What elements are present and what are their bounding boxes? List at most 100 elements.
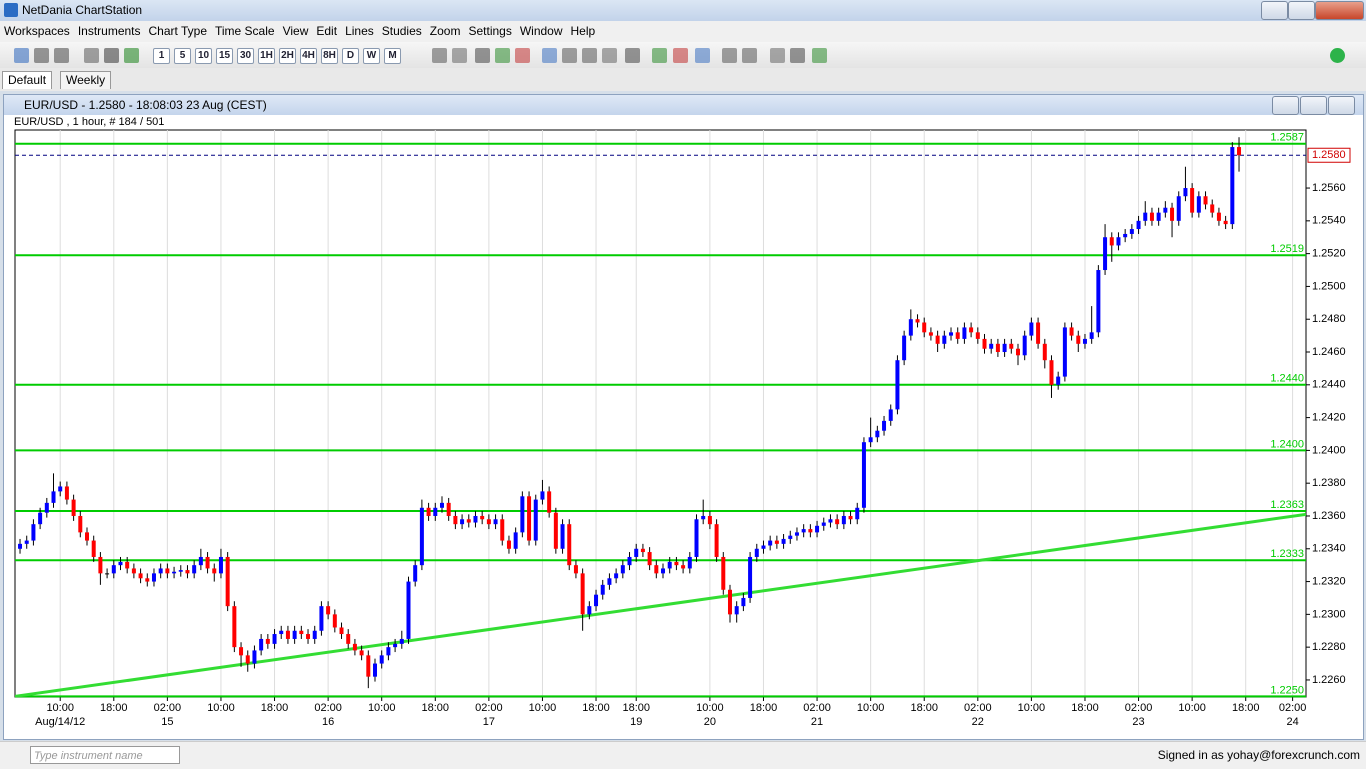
- candle-body: [185, 570, 190, 574]
- menu-item[interactable]: Lines: [345, 24, 374, 38]
- tool-icon[interactable]: [104, 48, 119, 63]
- menu-item[interactable]: Time Scale: [215, 24, 275, 38]
- tool-icon[interactable]: [515, 48, 530, 63]
- period-button[interactable]: 2H: [279, 48, 296, 64]
- menu-item[interactable]: Instruments: [77, 24, 141, 38]
- close-button[interactable]: [1315, 1, 1364, 20]
- candle-body: [1170, 207, 1175, 221]
- tool-icon[interactable]: [722, 48, 737, 63]
- tool-icon[interactable]: [14, 48, 29, 63]
- candle-body: [748, 556, 753, 598]
- period-button[interactable]: D: [342, 48, 359, 64]
- menu-item[interactable]: View: [282, 24, 309, 38]
- menu-item[interactable]: Zoom: [429, 24, 461, 38]
- sign-in-status: Signed in as yohay@forexcrunch.com: [1157, 748, 1360, 762]
- tool-icon[interactable]: [542, 48, 557, 63]
- tool-icon[interactable]: [652, 48, 667, 63]
- period-button[interactable]: 1: [153, 48, 170, 64]
- period-button[interactable]: 4H: [300, 48, 317, 64]
- candle-body: [808, 529, 813, 533]
- candle-body: [855, 507, 860, 520]
- candle-body: [982, 338, 987, 349]
- tool-icon[interactable]: [495, 48, 510, 63]
- candle-body: [942, 335, 947, 344]
- tool-icon[interactable]: [34, 48, 49, 63]
- tool-icon[interactable]: [124, 48, 139, 63]
- date-label: 22: [972, 716, 984, 728]
- tool-icon[interactable]: [602, 48, 617, 63]
- candle-body: [627, 556, 632, 566]
- candle-body: [232, 606, 237, 648]
- instrument-search[interactable]: Type instrument name: [30, 746, 180, 764]
- period-button[interactable]: 10: [195, 48, 212, 64]
- tool-icon[interactable]: [54, 48, 69, 63]
- menu-item[interactable]: Help: [570, 24, 596, 38]
- menu-item[interactable]: Edit: [316, 24, 338, 38]
- workspace-tab[interactable]: Weekly: [60, 71, 112, 89]
- candle-body: [962, 327, 967, 339]
- tool-icon[interactable]: [452, 48, 467, 63]
- tool-icon[interactable]: [695, 48, 710, 63]
- tool-icon[interactable]: [790, 48, 805, 63]
- tool-icon[interactable]: [625, 48, 640, 63]
- tool-icon[interactable]: [770, 48, 785, 63]
- period-button[interactable]: 30: [237, 48, 254, 64]
- period-button[interactable]: 1H: [258, 48, 275, 64]
- candle-body: [681, 565, 686, 569]
- candle-body: [1196, 196, 1201, 213]
- candle-body: [31, 524, 36, 541]
- date-label: 20: [704, 716, 716, 728]
- candle-body: [828, 519, 833, 523]
- y-tick-label: 1.2360: [1312, 510, 1346, 522]
- candle-body: [815, 525, 820, 533]
- candle-body: [332, 614, 337, 628]
- candle-body: [640, 548, 645, 553]
- menu-item[interactable]: Window: [519, 24, 563, 38]
- candle-body: [600, 584, 605, 595]
- tool-icon[interactable]: [432, 48, 447, 63]
- period-button[interactable]: 5: [174, 48, 191, 64]
- y-tick-label: 1.2400: [1312, 444, 1346, 456]
- maximize-button[interactable]: [1288, 1, 1315, 20]
- tool-icon[interactable]: [582, 48, 597, 63]
- y-tick-label: 1.2260: [1312, 674, 1346, 686]
- tool-icon[interactable]: [742, 48, 757, 63]
- candle-body: [493, 519, 498, 525]
- tool-icon[interactable]: [84, 48, 99, 63]
- candle-body: [1203, 196, 1208, 205]
- date-label: 24: [1286, 716, 1298, 728]
- y-tick-label: 1.2420: [1312, 412, 1346, 424]
- candle-body: [1089, 332, 1094, 339]
- candle-body: [91, 540, 96, 557]
- chart-minimize[interactable]: [1272, 96, 1299, 115]
- chart-restore[interactable]: [1300, 96, 1327, 115]
- minimize-button[interactable]: [1261, 1, 1288, 20]
- candle-body: [265, 638, 270, 644]
- workspace-tab[interactable]: Default: [2, 71, 53, 89]
- x-tick-label: 02:00: [314, 702, 342, 714]
- tool-icon[interactable]: [475, 48, 490, 63]
- y-tick-label: 1.2560: [1312, 182, 1346, 194]
- candle-body: [1022, 335, 1027, 356]
- candle-body: [279, 630, 284, 635]
- period-button[interactable]: W: [363, 48, 380, 64]
- chart-close[interactable]: [1328, 96, 1355, 115]
- candle-body: [949, 332, 954, 336]
- period-button[interactable]: 8H: [321, 48, 338, 64]
- menu-item[interactable]: Chart Type: [148, 24, 207, 38]
- candle-body: [151, 573, 156, 582]
- candle-body: [1029, 322, 1034, 336]
- period-button[interactable]: M: [384, 48, 401, 64]
- menu-item[interactable]: Studies: [381, 24, 422, 38]
- candle-body: [794, 532, 799, 536]
- tool-icon[interactable]: [812, 48, 827, 63]
- candle-body: [406, 581, 411, 639]
- menu-item[interactable]: Workspaces: [4, 24, 70, 38]
- candle-body: [1149, 212, 1154, 221]
- candle-body: [714, 524, 719, 557]
- tool-icon[interactable]: [562, 48, 577, 63]
- menu-item[interactable]: Settings: [468, 24, 512, 38]
- period-button[interactable]: 15: [216, 48, 233, 64]
- tool-icon[interactable]: [673, 48, 688, 63]
- x-tick-label: 10:00: [857, 702, 885, 714]
